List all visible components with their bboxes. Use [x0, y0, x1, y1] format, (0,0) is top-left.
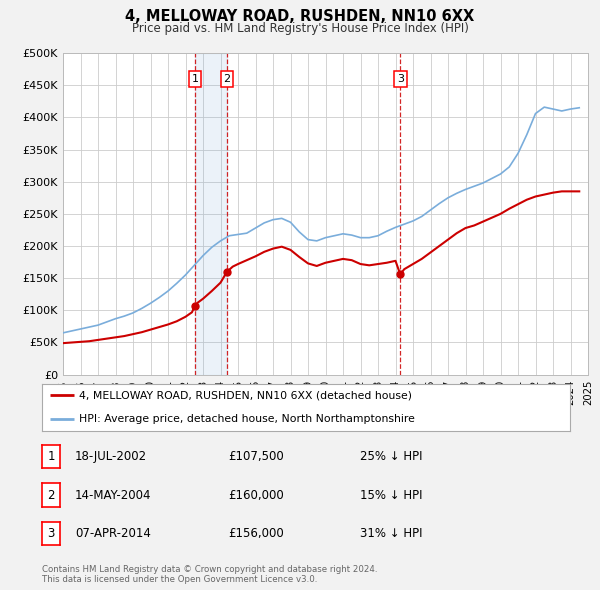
- Text: 31% ↓ HPI: 31% ↓ HPI: [360, 527, 422, 540]
- Text: 4, MELLOWAY ROAD, RUSHDEN, NN10 6XX: 4, MELLOWAY ROAD, RUSHDEN, NN10 6XX: [125, 9, 475, 24]
- Text: 2: 2: [223, 74, 230, 84]
- Text: 07-APR-2014: 07-APR-2014: [75, 527, 151, 540]
- Text: 4, MELLOWAY ROAD, RUSHDEN, NN10 6XX (detached house): 4, MELLOWAY ROAD, RUSHDEN, NN10 6XX (det…: [79, 391, 412, 400]
- Text: HPI: Average price, detached house, North Northamptonshire: HPI: Average price, detached house, Nort…: [79, 414, 415, 424]
- Text: 3: 3: [47, 527, 55, 540]
- Text: 25% ↓ HPI: 25% ↓ HPI: [360, 450, 422, 463]
- Text: £160,000: £160,000: [228, 489, 284, 502]
- Text: 2: 2: [47, 489, 55, 502]
- Text: 14-MAY-2004: 14-MAY-2004: [75, 489, 151, 502]
- Text: Contains HM Land Registry data © Crown copyright and database right 2024.
This d: Contains HM Land Registry data © Crown c…: [42, 565, 377, 584]
- Bar: [195, 53, 227, 375]
- Text: 3: 3: [397, 74, 404, 84]
- Text: 1: 1: [47, 450, 55, 463]
- Text: £156,000: £156,000: [228, 527, 284, 540]
- Text: £107,500: £107,500: [228, 450, 284, 463]
- Text: Price paid vs. HM Land Registry's House Price Index (HPI): Price paid vs. HM Land Registry's House …: [131, 22, 469, 35]
- Text: 1: 1: [191, 74, 199, 84]
- Text: 18-JUL-2002: 18-JUL-2002: [75, 450, 147, 463]
- Text: 15% ↓ HPI: 15% ↓ HPI: [360, 489, 422, 502]
